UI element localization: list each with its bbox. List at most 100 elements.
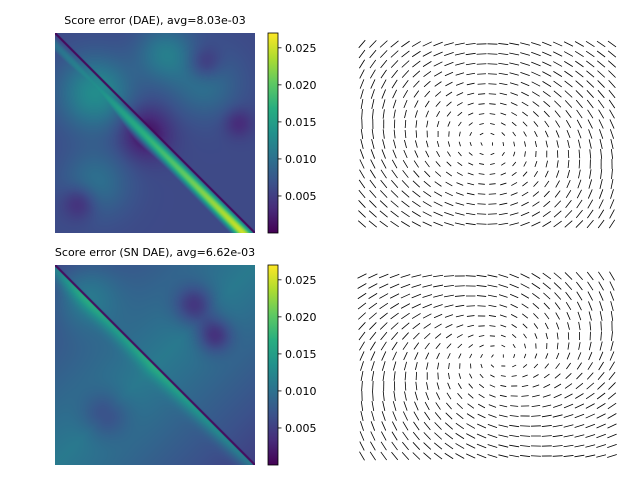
quiver-arrow [499,202,508,206]
quiver-arrow [359,431,365,441]
quiver-arrow [380,69,387,79]
quiver-arrow [425,150,430,158]
quiver-arrow [369,179,377,189]
quiver-arrow [379,210,388,218]
quiver-arrow [563,434,574,438]
quiver-arrow [423,442,432,450]
quiver-arrow [589,169,592,179]
quiver-arrow [575,80,584,88]
quiver-arrow [401,190,410,198]
quiver-arrow [512,343,516,349]
quiver-arrow [423,323,432,329]
quiver-arrow [509,444,520,448]
colorbar-tick-label: 0.025 [285,274,317,287]
quiver-arrow [390,200,399,208]
quiver-arrow [435,392,441,400]
quiver-arrow [391,451,399,461]
quiver-arrow [564,61,573,67]
quiver-arrow [564,90,573,98]
quiver-arrow [585,40,595,48]
quiver-arrow [498,212,508,216]
quiver-arrow [542,282,551,290]
quiver-arrow [370,431,376,441]
quiver-arrow [523,333,527,339]
quiver-arrow [531,282,541,290]
quiver-arrow [597,89,605,99]
quiver-arrow [443,294,454,298]
quiver-arrow [487,434,498,438]
quiver-arrow [404,139,407,149]
quiver-arrow [423,70,432,78]
quiver-arrow [422,303,432,309]
quiver-arrow [465,62,476,66]
quiver-arrow [511,171,517,177]
quiver-arrow [610,148,614,160]
quiver-arrow [401,452,410,460]
quiver-arrow [577,139,581,149]
quiver-arrow [585,434,596,438]
quiver-arrow [382,129,385,139]
quiver-arrow [587,291,593,301]
quiver-arrow [433,51,443,57]
quiver-arrow [480,354,483,358]
quiver-arrow [510,192,518,196]
quiver-arrow [436,110,441,118]
quiver-arrow [487,213,497,215]
quiver-arrow [454,52,465,56]
quiver-arrow [433,61,443,67]
quiver-arrow [380,331,388,341]
quiver-arrow [469,353,473,359]
quiver-arrow [371,411,375,421]
colorbar-tick-label: 0.020 [285,79,317,92]
quiver-arrow [467,334,474,338]
quiver-arrow [381,149,386,159]
quiver-arrow [489,325,496,327]
quiver-arrow [381,411,386,421]
quiver-arrow [444,52,454,56]
quiver-arrow [544,312,550,320]
quiver-arrow [598,109,605,119]
quiver-arrow [520,81,530,87]
quiver-arrow [369,59,377,69]
quiver-arrow [371,371,375,381]
quiver-arrow [369,200,377,208]
quiver-arrow [554,383,562,389]
quiver-arrow [422,51,432,57]
quiver-arrow [412,180,421,188]
quiver-arrow [422,211,432,217]
quiver-arrow [501,344,506,348]
quiver-arrow [404,391,407,401]
quiver-arrow [490,152,495,156]
quiver-arrow [491,354,494,358]
quiver-arrow [382,401,386,411]
quiver-arrow [466,202,475,206]
quiver-arrow [458,121,462,127]
quiver-arrow [359,79,365,89]
quiver-arrow [532,394,540,398]
quiver-arrow [521,201,529,207]
quiver-arrow [533,181,539,187]
quiver-arrow [401,312,410,320]
quiver-arrow [531,81,541,87]
quiver-arrow [368,210,377,218]
quiver-arrow [455,422,465,430]
quiver-arrow [608,99,616,109]
quiver-arrow [477,73,486,75]
quiver-arrow [444,211,454,217]
quiver-arrow [445,91,453,97]
quiver-arrow [458,373,462,379]
quiver-arrow [488,203,497,205]
quiver-arrow [456,334,463,338]
quiver-arrow [403,149,408,159]
quiver-arrow [390,190,399,198]
quiver-arrow [574,413,585,419]
quiver-arrow [358,210,366,218]
quiver-arrow [542,394,551,398]
quiver-arrow [600,168,603,180]
quiver-arrow [498,274,509,278]
quiver-arrow [433,294,444,298]
quiver-arrow [554,292,562,300]
quiver-arrow [575,60,584,68]
quiver-arrow [414,110,418,118]
quiver-arrow [478,183,485,185]
